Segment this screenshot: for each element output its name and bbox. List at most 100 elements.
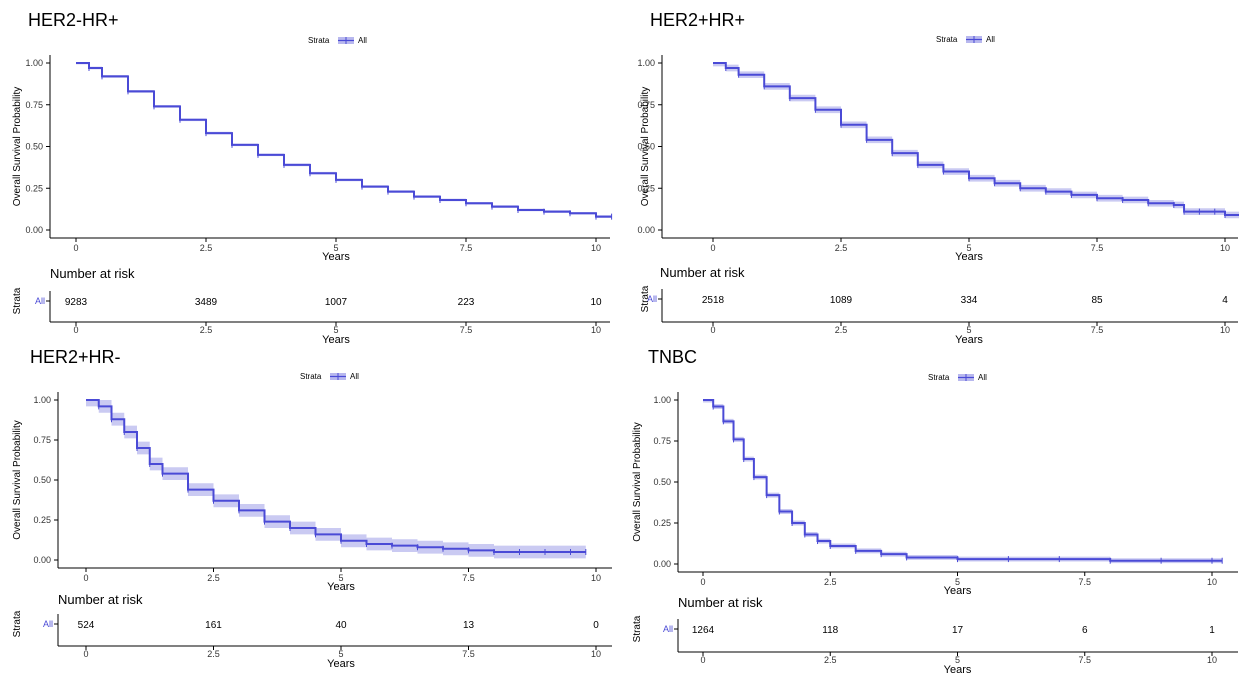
x-tick-label: 10 — [591, 573, 601, 583]
risk-table-title: Number at risk — [50, 266, 135, 281]
risk-x-tick-label: 5 — [966, 325, 971, 335]
risk-row-label: All — [663, 624, 673, 634]
risk-table-title: Number at risk — [678, 595, 763, 610]
y-tick-label: 0.25 — [25, 183, 43, 193]
panel-tnbc: TNBC Strata All 0.00 0.25 0.50 0.75 1.00 0 2.5 5 7… — [620, 340, 1239, 675]
x-tick-label: 5 — [333, 243, 338, 253]
risk-value: 334 — [961, 295, 978, 306]
x-tick-label: 0 — [83, 573, 88, 583]
risk-value: 1 — [1209, 625, 1215, 636]
survival-curve — [703, 399, 1223, 562]
y-tick-label: 0.50 — [33, 475, 51, 485]
x-tick-label: 5 — [338, 573, 343, 583]
x-tick-label: 0 — [73, 243, 78, 253]
x-tick-label: 7.5 — [462, 573, 475, 583]
risk-table-title: Number at risk — [660, 265, 745, 280]
x-tick-label: 2.5 — [824, 577, 837, 587]
y-tick-label: 0.75 — [637, 100, 655, 110]
risk-value: 4 — [1222, 295, 1228, 306]
y-axis-label: Overall Survival Probability — [12, 420, 23, 540]
risk-value: 85 — [1091, 295, 1103, 306]
risk-value: 2518 — [702, 295, 725, 306]
y-tick-label: 0.50 — [637, 142, 655, 152]
legend: Strata All — [928, 373, 987, 382]
risk-x-tick-label: 7.5 — [460, 325, 473, 335]
risk-value: 10 — [590, 297, 602, 308]
risk-value: 3489 — [195, 297, 218, 308]
confidence-band — [703, 400, 1223, 564]
x-tick-label: 5 — [955, 577, 960, 587]
risk-value: 118 — [822, 625, 838, 636]
risk-x-tick-label: 10 — [591, 649, 601, 659]
legend-label: All — [350, 372, 359, 381]
y-tick-label: 0.50 — [25, 142, 43, 152]
x-tick-label: 7.5 — [1078, 577, 1091, 587]
risk-value: 1089 — [830, 295, 853, 306]
legend-label: All — [986, 35, 995, 44]
risk-x-tick-label: 5 — [955, 655, 960, 665]
risk-value: 13 — [463, 620, 475, 631]
legend-title: Strata — [928, 373, 950, 382]
risk-x-tick-label: 7.5 — [1078, 655, 1091, 665]
risk-x-tick-label: 7.5 — [462, 649, 475, 659]
y-tick-label: 0.00 — [25, 225, 43, 235]
survival-curve — [713, 62, 1239, 216]
x-tick-label: 2.5 — [207, 573, 220, 583]
risk-x-axis-label: Years — [955, 334, 983, 346]
y-tick-label: 1.00 — [637, 58, 655, 68]
confidence-band — [86, 400, 586, 559]
risk-x-tick-label: 7.5 — [1091, 325, 1104, 335]
panel-title: HER2-HR+ — [28, 10, 119, 30]
x-tick-label: 10 — [1207, 577, 1217, 587]
panel-her2pos-hrpos: HER2+HR+ Strata All 0.00 0.25 0.50 0.75 1.00 0 2… — [620, 0, 1239, 346]
y-tick-label: 0.25 — [653, 518, 671, 528]
y-tick-label: 0.00 — [637, 225, 655, 235]
y-tick-label: 0.00 — [653, 559, 671, 569]
risk-strata-label: Strata — [640, 285, 651, 312]
panel-title: TNBC — [648, 347, 697, 367]
panel-her2pos-hrneg: HER2+HR- Strata All 0.00 0.25 0.50 0.75 1.00 0 2… — [0, 340, 620, 675]
y-tick-label: 0.75 — [25, 100, 43, 110]
y-tick-label: 0.50 — [653, 477, 671, 487]
risk-x-axis-label: Years — [944, 664, 972, 675]
legend-title: Strata — [300, 372, 322, 381]
x-tick-label: 0 — [700, 577, 705, 587]
legend-title: Strata — [936, 35, 958, 44]
legend-label: All — [358, 36, 367, 45]
y-axis-label: Overall Survival Probability — [640, 87, 651, 207]
survival-curve — [76, 62, 612, 218]
y-tick-label: 0.25 — [33, 515, 51, 525]
risk-strata-label: Strata — [12, 287, 23, 314]
panel-her2neg-hrpos: HER2-HR+ Strata All 0.00 0.25 0.50 0.75 1.00 0 2… — [0, 0, 620, 346]
risk-x-tick-label: 10 — [1207, 655, 1217, 665]
y-tick-label: 0.75 — [33, 435, 51, 445]
x-tick-label: 2.5 — [200, 243, 213, 253]
risk-value: 1264 — [692, 625, 715, 636]
confidence-band — [713, 63, 1239, 219]
x-axis-label: Years — [327, 581, 355, 593]
risk-value: 40 — [335, 620, 347, 631]
risk-value: 1007 — [325, 297, 348, 308]
risk-x-tick-label: 2.5 — [200, 325, 213, 335]
risk-row-label: All — [35, 296, 45, 306]
x-tick-label: 10 — [1220, 243, 1230, 253]
risk-x-tick-label: 10 — [1220, 325, 1230, 335]
risk-x-tick-label: 0 — [73, 325, 78, 335]
risk-x-axis-label: Years — [322, 334, 350, 346]
legend-label: All — [978, 373, 987, 382]
x-tick-label: 2.5 — [835, 243, 848, 253]
y-tick-label: 1.00 — [25, 58, 43, 68]
y-axis-label: Overall Survival Probability — [12, 87, 23, 207]
risk-table-title: Number at risk — [58, 592, 143, 607]
risk-x-tick-label: 10 — [591, 325, 601, 335]
km-chart: Strata All 0.00 0.25 0.50 0.75 1.00 0 2.5 5 7.5 10 Y… — [12, 36, 613, 346]
risk-value: 223 — [458, 297, 475, 308]
x-tick-label: 0 — [710, 243, 715, 253]
risk-row-label: All — [43, 619, 53, 629]
x-tick-label: 7.5 — [460, 243, 473, 253]
y-tick-label: 1.00 — [653, 395, 671, 405]
panel-title: HER2+HR- — [30, 347, 121, 367]
